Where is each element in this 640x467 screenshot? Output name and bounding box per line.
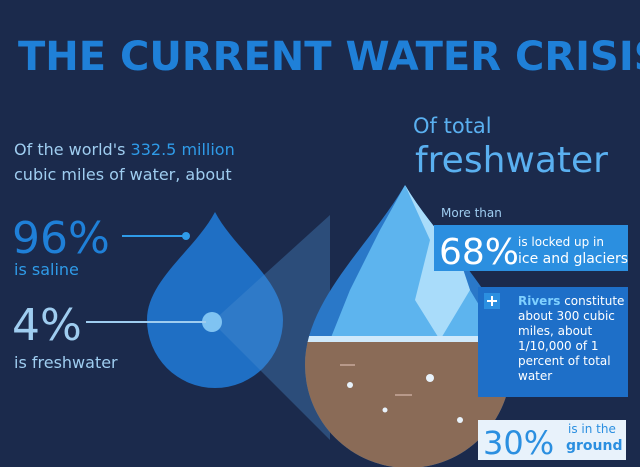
intro-prefix: Of the world's [14, 140, 125, 159]
fresh-dot [202, 312, 222, 332]
plus-sign [487, 296, 497, 306]
rivers-line: water [518, 369, 552, 383]
ground-label-2: ground [566, 438, 623, 454]
rivers-line: Rivers constitute [518, 294, 624, 308]
intro-line: Of the world's 332.5 million [14, 140, 235, 159]
rivers-line: about 300 cubic [518, 309, 615, 323]
saline-percent: 96% [12, 213, 110, 264]
pebble [457, 417, 463, 423]
zoom-cone [212, 215, 330, 440]
rivers-box [478, 287, 628, 397]
title: THE CURRENT WATER CRISIS [18, 34, 640, 80]
ground-percent: 30% [483, 424, 554, 462]
ice-lead: More than [441, 206, 502, 220]
ice-label-2: ice and glaciers [518, 251, 628, 267]
intro-amount: 332.5 million [131, 140, 235, 159]
header-line1: Of total [413, 114, 492, 138]
saline-label: is saline [14, 260, 79, 279]
ground-edge [305, 336, 511, 342]
pebble [426, 374, 434, 382]
pebble [382, 407, 388, 413]
ice-percent: 68% [439, 232, 519, 273]
ground-label-1: is in the [568, 422, 616, 436]
ice-box [434, 225, 628, 271]
ground-box [478, 420, 626, 460]
rivers-highlight: Rivers [518, 294, 560, 308]
rivers-line: miles, about [518, 324, 593, 338]
saline-pointer-dot [182, 232, 190, 240]
rivers-line: percent of total [518, 354, 611, 368]
intro-suffix: cubic miles of water, about [14, 165, 232, 184]
header-line2: freshwater [415, 140, 608, 181]
rivers-line: 1/10,000 of 1 [518, 339, 599, 353]
fresh-label: is freshwater [14, 353, 118, 372]
pebble [347, 382, 353, 388]
saline-drop [147, 212, 283, 388]
fresh-percent: 4% [12, 300, 82, 351]
ice-label-1: is locked up in [518, 235, 604, 249]
rivers-line-text: constitute [564, 294, 624, 308]
